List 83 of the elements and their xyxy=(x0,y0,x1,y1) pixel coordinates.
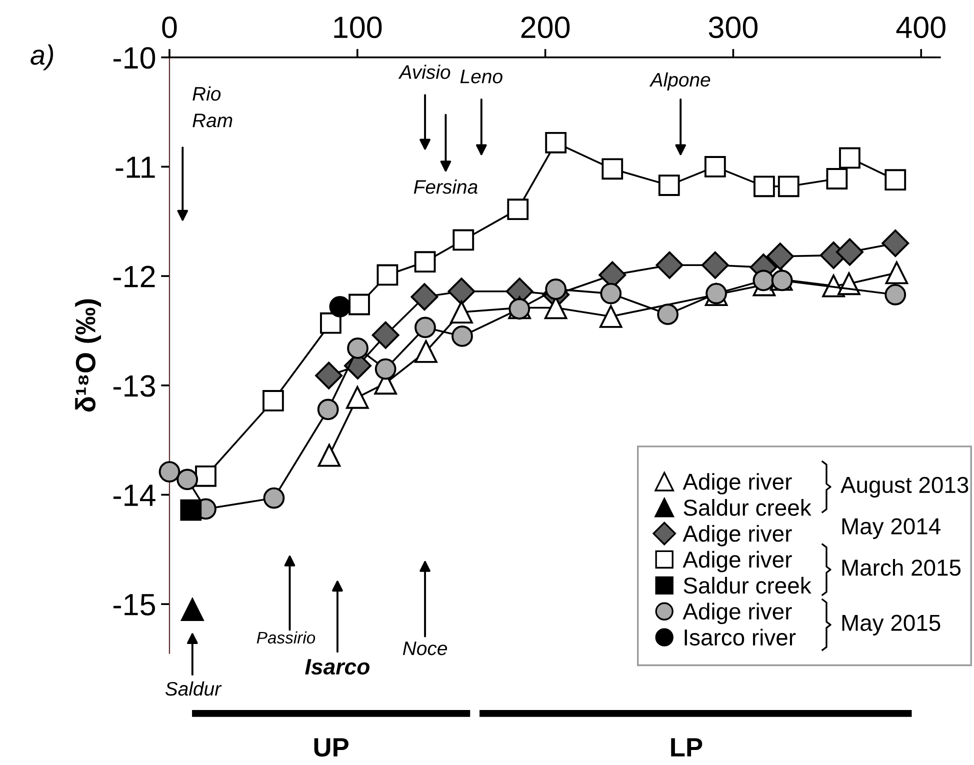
annotation: Passirio xyxy=(256,631,316,644)
point xyxy=(414,340,438,363)
point xyxy=(754,176,775,198)
x-tick-label: 0 xyxy=(162,16,177,38)
point xyxy=(263,487,285,509)
legend-label: Adige river xyxy=(682,602,792,624)
point xyxy=(656,251,684,279)
legend-label: Saldur creek xyxy=(684,576,812,594)
point xyxy=(600,282,622,304)
point xyxy=(839,147,860,169)
point xyxy=(599,305,622,328)
y-tick-label: -11 xyxy=(116,156,155,178)
point xyxy=(376,264,398,286)
point xyxy=(315,362,343,390)
point xyxy=(180,499,202,521)
point xyxy=(450,300,473,324)
x-tick-label: 400 xyxy=(896,16,946,38)
point xyxy=(348,294,370,316)
annotation: Fersina xyxy=(414,180,478,194)
text: LP xyxy=(671,738,702,756)
point xyxy=(884,284,906,306)
point xyxy=(195,465,216,487)
point xyxy=(884,169,906,191)
point xyxy=(658,174,680,196)
point xyxy=(414,316,436,338)
annotation: May 2015 xyxy=(842,614,940,636)
point xyxy=(374,358,396,380)
annotation: Leno xyxy=(460,70,502,84)
y-tick-label: -12 xyxy=(113,266,155,288)
point xyxy=(452,326,473,347)
point xyxy=(329,296,351,318)
x-tick-label: 200 xyxy=(521,16,570,38)
legend-label: Isarco river xyxy=(684,628,796,646)
point xyxy=(318,444,341,467)
x-tick-label: 300 xyxy=(708,16,758,38)
point xyxy=(701,251,729,279)
point xyxy=(320,312,342,334)
annotation: Noce xyxy=(402,642,448,656)
legend-label: Adige river xyxy=(682,524,792,546)
annotation: May 2014 xyxy=(842,518,940,539)
annotation: March 2015 xyxy=(842,558,961,576)
annotation: Avisio xyxy=(398,64,450,79)
legend-label: Saldur creek xyxy=(684,499,812,516)
legend-label: Adige river xyxy=(682,473,792,494)
text: a) xyxy=(30,44,54,70)
y-axis-title: δ¹⁸O (‰) xyxy=(75,299,102,412)
point xyxy=(414,251,436,273)
point xyxy=(882,230,910,258)
point xyxy=(410,283,438,311)
point xyxy=(317,398,339,420)
point xyxy=(452,229,474,251)
point xyxy=(545,132,567,154)
legend-label: Adige river xyxy=(682,550,792,572)
point xyxy=(158,461,180,482)
point xyxy=(507,198,529,220)
point xyxy=(181,598,204,621)
y-tick-label: -10 xyxy=(113,47,156,69)
annotation: August 2013 xyxy=(840,476,968,498)
point xyxy=(778,176,800,198)
point xyxy=(372,321,400,349)
y-tick-label: -15 xyxy=(113,594,156,616)
point xyxy=(704,156,726,178)
annotation: Alpone xyxy=(649,72,710,90)
point xyxy=(448,278,476,306)
point xyxy=(602,158,624,180)
y-tick-label: -14 xyxy=(113,484,156,506)
point xyxy=(657,304,679,326)
annotation: Rio Ram xyxy=(192,86,232,128)
point xyxy=(545,278,567,300)
text: Saldur xyxy=(165,681,222,696)
point xyxy=(885,261,908,284)
point xyxy=(346,386,369,409)
x-tick-label: 100 xyxy=(334,16,382,38)
point xyxy=(347,338,368,359)
y-tick-label: -13 xyxy=(113,375,155,397)
point xyxy=(176,468,198,490)
text: UP xyxy=(314,738,349,757)
point xyxy=(836,238,864,266)
text: Isarco xyxy=(305,659,370,675)
point xyxy=(826,168,848,190)
point xyxy=(752,270,774,292)
point xyxy=(766,242,794,270)
point xyxy=(262,390,284,412)
